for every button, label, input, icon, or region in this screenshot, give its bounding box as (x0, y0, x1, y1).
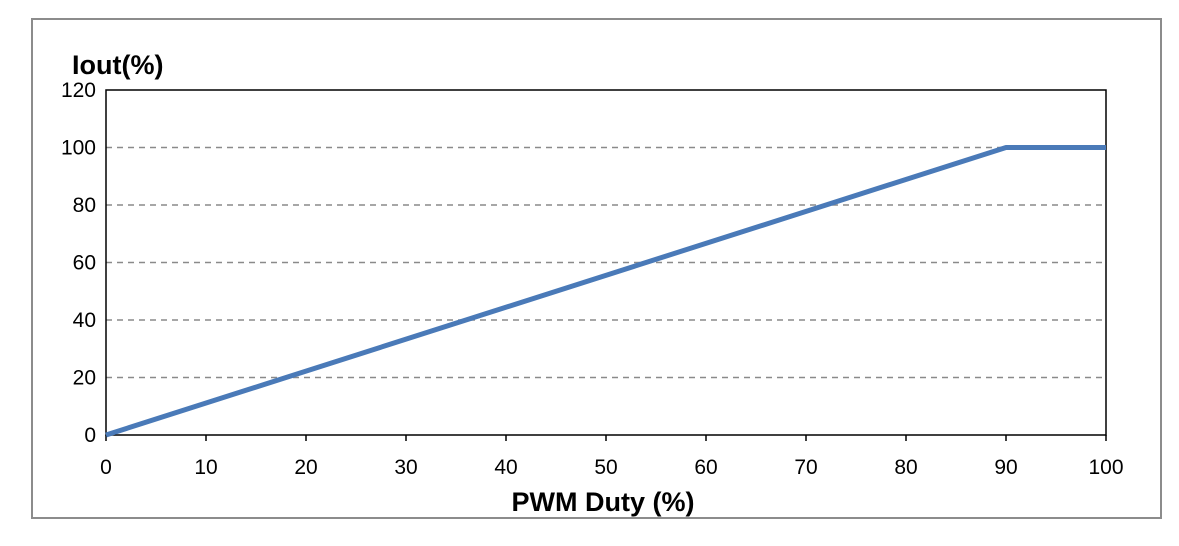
y-tick-label: 40 (73, 309, 96, 332)
x-tick-label: 50 (594, 456, 617, 479)
x-tick-label: 70 (794, 456, 817, 479)
series-line-0 (105, 145, 1106, 438)
x-tick-label: 100 (1088, 456, 1123, 479)
grid-lines (106, 146, 1106, 379)
y-tick-label: 80 (73, 194, 96, 217)
series-layer (105, 145, 1106, 438)
y-tick-labels: 0 20 40 60 80 100 120 (61, 79, 96, 447)
x-tick-label: 10 (194, 456, 217, 479)
y-tick-label: 120 (61, 79, 96, 102)
y-tick-label: 100 (61, 137, 96, 160)
y-tick-label: 0 (84, 424, 96, 447)
x-tick-label: 80 (894, 456, 917, 479)
x-tick-label: 0 (100, 456, 112, 479)
x-tick-label: 40 (494, 456, 517, 479)
y-tick-label: 20 (73, 367, 96, 390)
x-tick-label: 60 (694, 456, 717, 479)
x-tick-labels: 0 10 20 30 40 50 60 70 80 90 100 (100, 435, 1124, 479)
y-tick-label: 60 (73, 252, 96, 275)
x-tick-label: 20 (294, 456, 317, 479)
x-tick-label: 90 (994, 456, 1017, 479)
y-axis-label: Iout(%) (72, 50, 163, 80)
x-axis-label: PWM Duty (%) (512, 487, 695, 517)
x-tick-label: 30 (394, 456, 417, 479)
